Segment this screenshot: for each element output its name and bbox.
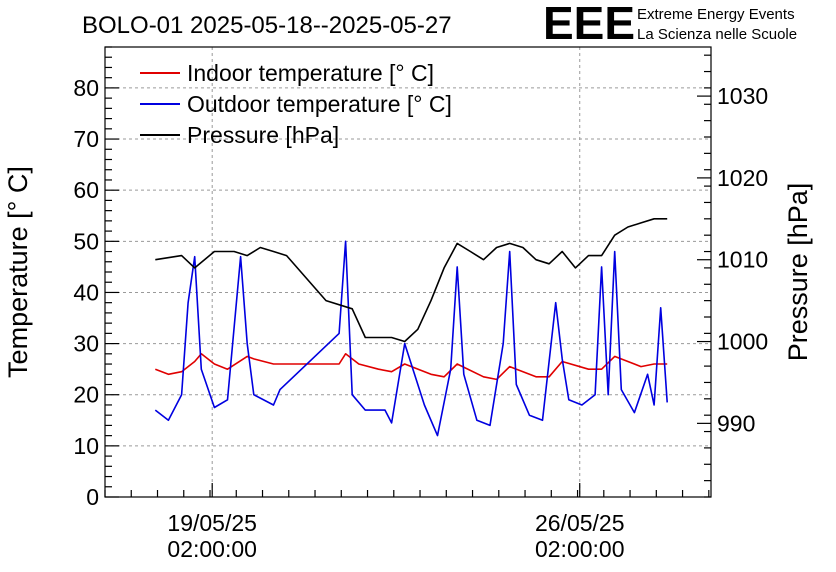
legend: Indoor temperature [° C] Outdoor temperat… (140, 60, 452, 148)
series-lines (154, 218, 668, 437)
x-tick-label-time: 02:00:00 (535, 536, 625, 562)
y-tick-label: 70 (73, 126, 99, 152)
y-tick-label: 40 (73, 279, 99, 305)
project-subtitle: La Scienza nelle Scuole (637, 26, 797, 43)
y-tick-label: 30 (73, 331, 99, 357)
legend-outdoor-label: Outdoor temperature [° C] (187, 91, 452, 117)
pressure-line (155, 218, 668, 343)
y-tick-label: 80 (73, 75, 99, 101)
y-tick-label: 20 (73, 382, 99, 408)
x-tick-label: 26/05/25 (535, 510, 625, 536)
left-axis-label: Temperature [° C] (3, 166, 33, 378)
indoor-temperature-line (155, 352, 668, 381)
x-tick-label-time: 02:00:00 (167, 536, 257, 562)
eee-logo: EEE (543, 0, 635, 49)
chart-title: BOLO-01 2025-05-18--2025-05-27 (82, 12, 452, 39)
legend-pressure-label: Pressure [hPa] (187, 122, 339, 148)
y2-tick-label: 1010 (717, 247, 768, 273)
y-tick-label: 60 (73, 177, 99, 203)
project-name: Extreme Energy Events (637, 6, 795, 23)
y-tick-label: 0 (86, 484, 99, 510)
legend-indoor-label: Indoor temperature [° C] (187, 60, 434, 86)
y2-tick-label: 1020 (717, 165, 768, 191)
right-axis-label: Pressure [hPa] (783, 183, 813, 362)
outdoor-temperature-line (154, 240, 668, 437)
y2-tick-label: 990 (717, 410, 755, 436)
y-tick-label: 10 (73, 433, 99, 459)
y-tick-label: 50 (73, 228, 99, 254)
y2-tick-label: 1030 (717, 83, 768, 109)
axes: 01020304050607080990100010101020103019/0… (73, 46, 768, 562)
x-tick-label: 19/05/25 (167, 510, 257, 536)
y2-tick-label: 1000 (717, 329, 768, 355)
